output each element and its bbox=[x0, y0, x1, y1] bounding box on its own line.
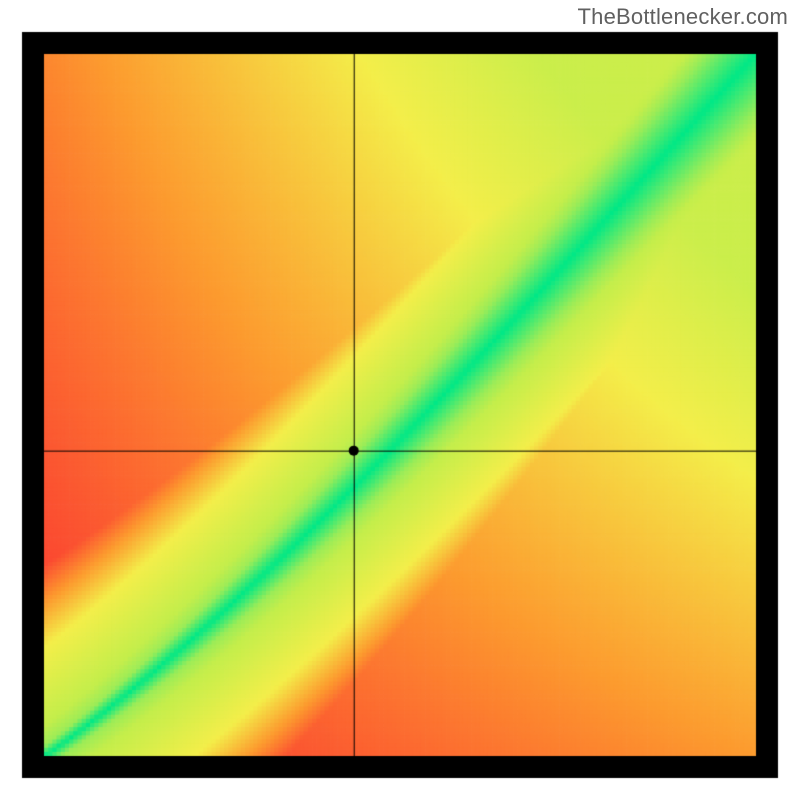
chart-container: TheBottlenecker.com bbox=[0, 0, 800, 800]
bottleneck-heatmap-canvas bbox=[0, 0, 800, 800]
watermark-text: TheBottlenecker.com bbox=[578, 4, 788, 30]
